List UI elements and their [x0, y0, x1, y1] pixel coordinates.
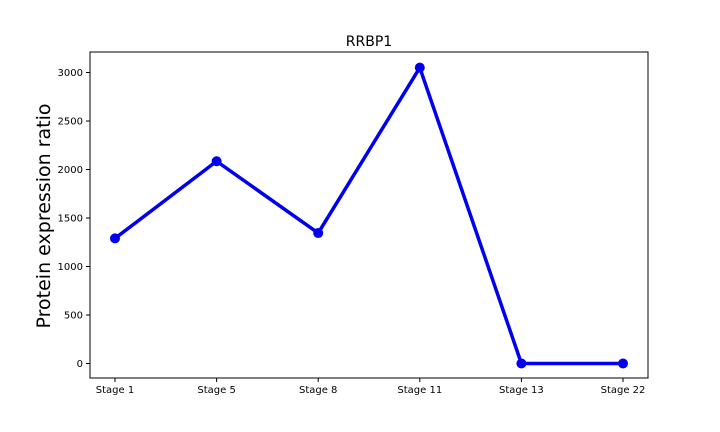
- x-tick-label: Stage 5: [197, 385, 235, 396]
- data-point: [313, 228, 324, 239]
- series-line: [113, 65, 623, 366]
- series-group: [110, 62, 628, 369]
- x-tick-label: Stage 11: [397, 385, 442, 396]
- x-tick-label: Stage 1: [96, 385, 134, 396]
- chart-title: RRBP1: [346, 34, 392, 50]
- y-axis-label: Protein expression ratio: [33, 104, 55, 329]
- plot-frame: [89, 51, 649, 379]
- y-tick-label: 2500: [58, 117, 83, 128]
- x-tick-label: Stage 13: [499, 385, 544, 396]
- data-point: [516, 358, 527, 369]
- y-tick-label: 1500: [58, 214, 83, 225]
- y-tick-label: 2000: [58, 165, 83, 176]
- y-tick-label: 3000: [58, 68, 83, 79]
- y-tick-label: 1000: [58, 262, 83, 273]
- y-tick-label: 500: [64, 311, 83, 322]
- data-point: [618, 358, 628, 369]
- data-point: [211, 156, 222, 167]
- data-point: [414, 62, 425, 73]
- x-tick-label: Stage 8: [299, 385, 337, 396]
- y-tick-label: 0: [77, 359, 83, 370]
- x-axis: Stage 1 Stage 5 Stage 8 Stage 11 Stage 13 Sta…: [96, 378, 646, 396]
- data-point: [110, 233, 120, 244]
- x-tick-label: Stage 22: [601, 385, 646, 396]
- y-axis: 0 500 1000 1500 2000 2500 3000: [58, 68, 90, 370]
